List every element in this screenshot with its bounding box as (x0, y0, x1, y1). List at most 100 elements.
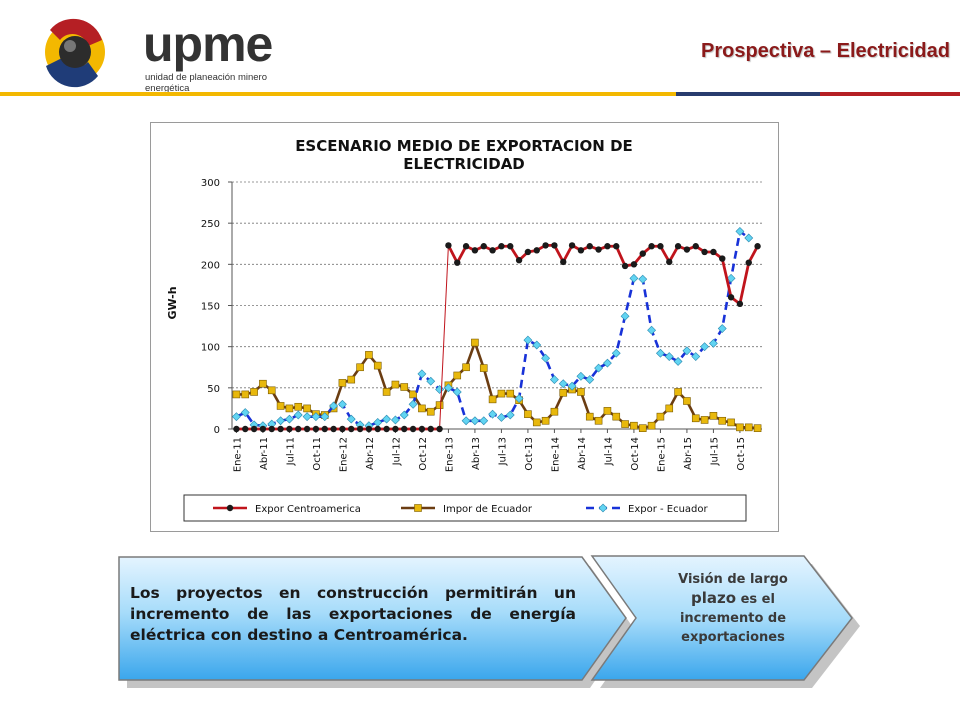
data-point (391, 380, 400, 389)
data-point (701, 248, 708, 256)
data-point (559, 388, 568, 397)
data-point (489, 247, 496, 254)
x-tick-label: Oct-14 (630, 437, 641, 471)
slide-title: Prospectiva – Electricidad (700, 40, 950, 62)
data-point (683, 397, 691, 405)
data-point (259, 379, 267, 388)
data-point (276, 402, 285, 410)
data-point (339, 425, 346, 433)
data-point (638, 424, 647, 432)
upme-logo: upme unidad de planeación minero energét… (30, 10, 290, 94)
legend-label: Impor de Ecuador (443, 504, 533, 515)
data-point (710, 248, 717, 256)
data-point (542, 242, 549, 249)
data-point (674, 388, 682, 396)
data-point (409, 425, 417, 433)
data-point (454, 259, 461, 266)
data-point (240, 408, 250, 417)
data-point (691, 352, 701, 361)
data-point (277, 425, 284, 433)
data-point (418, 404, 426, 413)
legend-swatch-marker (598, 503, 608, 513)
y-tick-label: 100 (201, 343, 220, 354)
legend-label: Expor - Ecuador (628, 504, 709, 515)
data-point (560, 258, 567, 266)
x-tick-label: Abr-12 (365, 437, 376, 470)
data-point (692, 243, 699, 250)
data-point (427, 425, 434, 433)
data-point (674, 243, 682, 250)
data-point (445, 242, 452, 249)
logo-ring-red (50, 18, 102, 46)
series-line-jump (439, 245, 449, 430)
data-point (294, 402, 303, 411)
legend-swatch-marker (226, 504, 234, 512)
data-point (480, 243, 487, 250)
x-tick-label: Oct-13 (524, 437, 535, 471)
y-axis-label: GW-h (166, 286, 179, 319)
data-point (382, 414, 392, 424)
data-point (268, 425, 275, 433)
data-point (346, 414, 356, 424)
header-rule-gold (0, 92, 676, 96)
right-arrow-shape (590, 555, 853, 681)
legend-item: Expor Centroamerica (213, 504, 361, 515)
data-point (452, 387, 462, 397)
data-point (709, 412, 718, 420)
data-point (647, 421, 656, 430)
data-point (399, 410, 409, 420)
data-point (383, 425, 390, 433)
x-tick-label: Jul-11 (285, 437, 296, 466)
data-point (365, 351, 373, 359)
data-point (329, 401, 339, 411)
data-point (303, 404, 311, 413)
data-point (639, 250, 646, 257)
series-0 (233, 242, 761, 433)
chart-series (231, 226, 762, 433)
data-point (629, 273, 639, 283)
data-point (250, 425, 258, 433)
data-point (647, 325, 657, 335)
x-tick-label: Jul-13 (497, 437, 508, 466)
data-point (585, 412, 594, 421)
data-point (673, 357, 683, 366)
data-point (453, 371, 462, 380)
upme-logo-mark (45, 18, 105, 88)
data-point (232, 390, 241, 399)
data-point (577, 388, 585, 396)
left-arrow-shape (118, 556, 627, 681)
x-tick-label: Oct-11 (312, 437, 323, 471)
data-point (718, 416, 727, 425)
data-point (586, 243, 593, 250)
data-point (550, 407, 559, 416)
data-point (567, 381, 577, 391)
data-point (302, 412, 312, 422)
data-point (558, 379, 568, 389)
data-point (576, 371, 586, 381)
data-point (497, 389, 506, 398)
data-point (330, 425, 337, 433)
x-tick-label: Ene-11 (232, 437, 243, 472)
data-point (506, 389, 515, 398)
x-tick-label: Abr-14 (577, 437, 588, 470)
data-point (604, 243, 611, 250)
legend-box (183, 494, 747, 522)
data-point (657, 243, 664, 250)
data-point (621, 262, 629, 270)
logo-core-highlight (64, 40, 76, 52)
data-point (736, 300, 744, 308)
left-arrow-text: Los proyectos en construcción permitirán… (130, 584, 576, 644)
data-point (682, 346, 692, 356)
data-point (392, 425, 399, 433)
data-point (541, 416, 550, 425)
legend-item: Expor - Ecuador (586, 503, 709, 515)
y-tick-label: 200 (201, 260, 220, 271)
data-point (594, 416, 603, 425)
data-point (532, 340, 542, 350)
x-tick-label: Oct-15 (736, 437, 747, 471)
logo-word: upme (143, 16, 273, 72)
data-point (744, 233, 754, 243)
data-point (726, 273, 736, 283)
x-tick-label: Ene-14 (550, 437, 561, 472)
data-point (656, 412, 665, 421)
